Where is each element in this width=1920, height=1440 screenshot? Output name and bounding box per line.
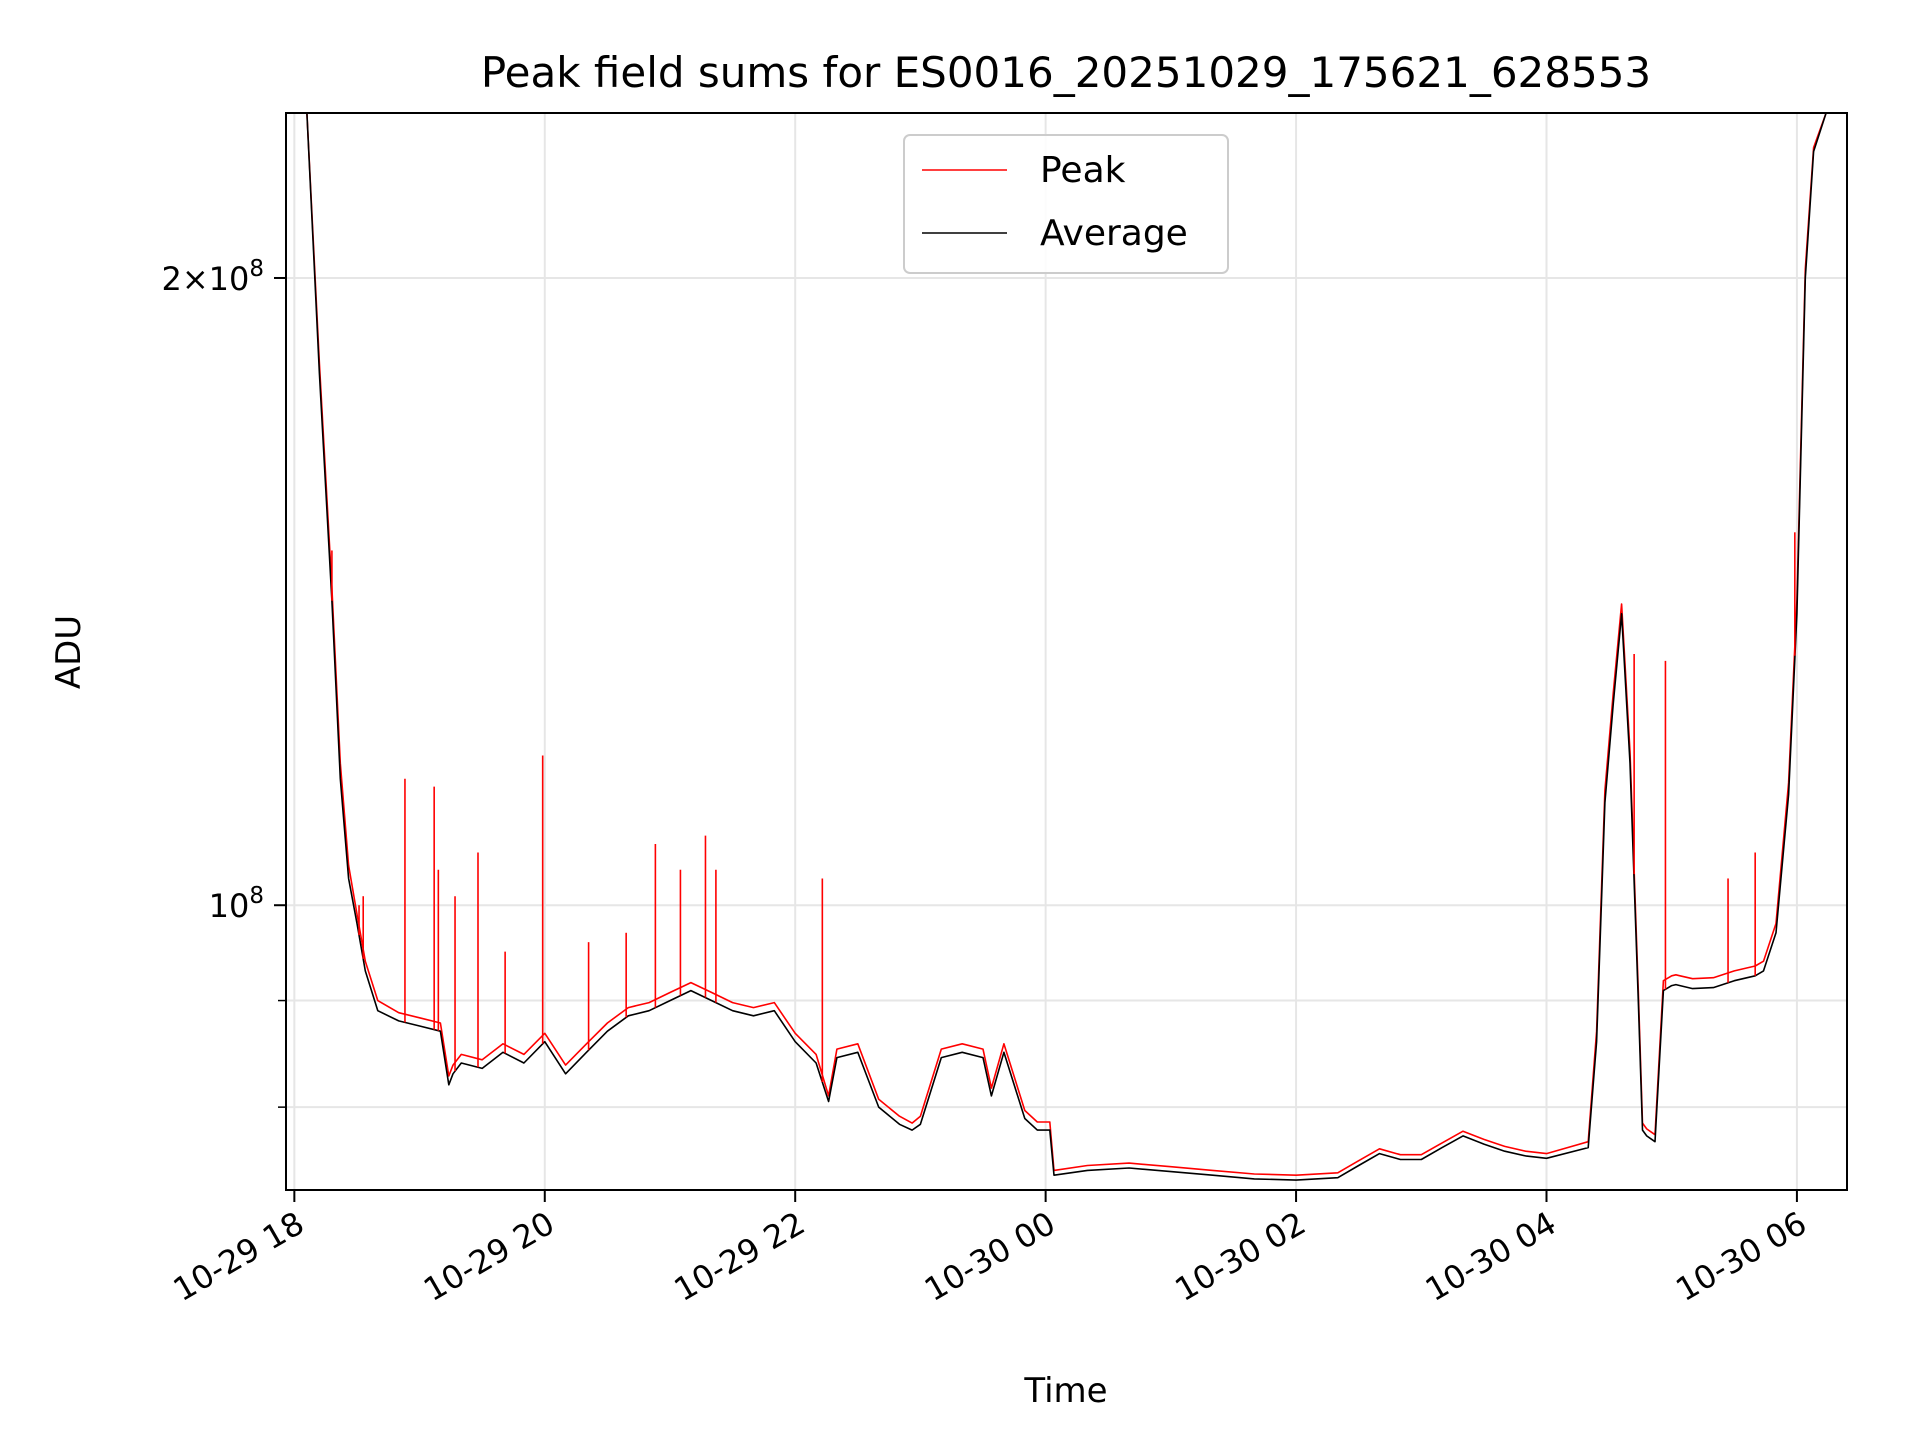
x-axis: 10-29 18 10-29 20 10-29 22 10-30 00 10-30 02…	[167, 1190, 1813, 1309]
grid	[286, 113, 1847, 1190]
x-tick-label: 10-29 22	[668, 1204, 812, 1309]
series-layer	[286, 113, 1847, 1181]
plot-frame	[285, 112, 1848, 1191]
legend-label-peak: Peak	[1040, 150, 1126, 191]
x-tick-label: 10-30 06	[1669, 1204, 1813, 1309]
x-axis-label: Time	[1023, 1371, 1107, 1411]
y-axis-label: ADU	[49, 615, 89, 689]
x-tick-label: 10-29 18	[167, 1204, 311, 1309]
series-line-average	[286, 113, 1847, 1181]
legend: Peak Average	[903, 134, 1229, 274]
x-tick-label: 10-30 00	[918, 1204, 1062, 1309]
series-line-peak	[286, 113, 1847, 1176]
x-tick-label: 10-29 20	[417, 1204, 561, 1309]
x-tick-label: 10-30 02	[1168, 1204, 1312, 1309]
y-tick-label: 108	[209, 883, 264, 925]
y-tick-label: 2×108	[161, 256, 264, 298]
legend-label-average: Average	[1040, 213, 1188, 254]
chart-title: Peak field sums for ES0016_20251029_1756…	[481, 48, 1651, 97]
x-tick-label: 10-30 04	[1419, 1204, 1563, 1309]
y-axis: 108 2×108	[161, 256, 286, 1108]
